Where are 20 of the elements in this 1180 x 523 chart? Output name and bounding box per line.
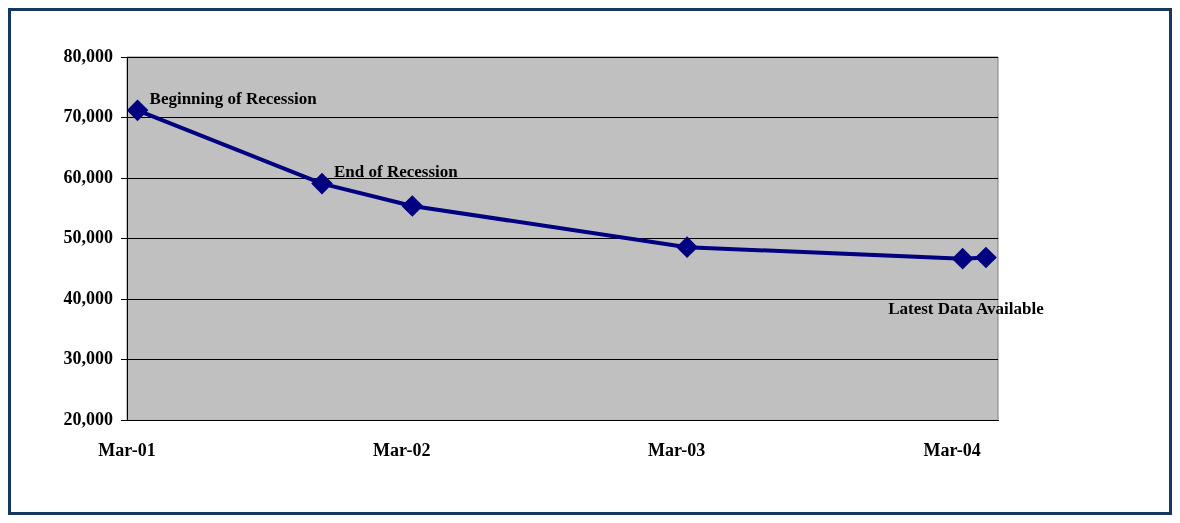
point xyxy=(127,100,148,121)
point xyxy=(402,195,423,216)
x-tick-label: Mar-02 xyxy=(373,439,431,460)
annotation: End of Recession xyxy=(333,162,459,182)
point xyxy=(677,237,698,258)
x-tick-label: Mar-04 xyxy=(923,439,981,460)
annotation: Latest Data Available xyxy=(888,298,1045,318)
x-tick-label: Mar-03 xyxy=(647,439,706,460)
y-tick-label: 50,000 xyxy=(63,227,113,248)
y-tick-label: 30,000 xyxy=(63,348,113,369)
y-tick-label: 60,000 xyxy=(63,166,113,187)
point xyxy=(952,248,973,269)
y-tick-label: 40,000 xyxy=(63,287,113,308)
point xyxy=(975,247,996,268)
y-tick-label: 20,000 xyxy=(63,409,113,430)
y-tick-label: 70,000 xyxy=(63,106,113,127)
x-tick-label: Mar-01 xyxy=(98,439,156,460)
y-tick-label: 80,000 xyxy=(63,45,113,66)
annotation: Beginning of Recession xyxy=(149,89,318,109)
point xyxy=(311,173,332,194)
